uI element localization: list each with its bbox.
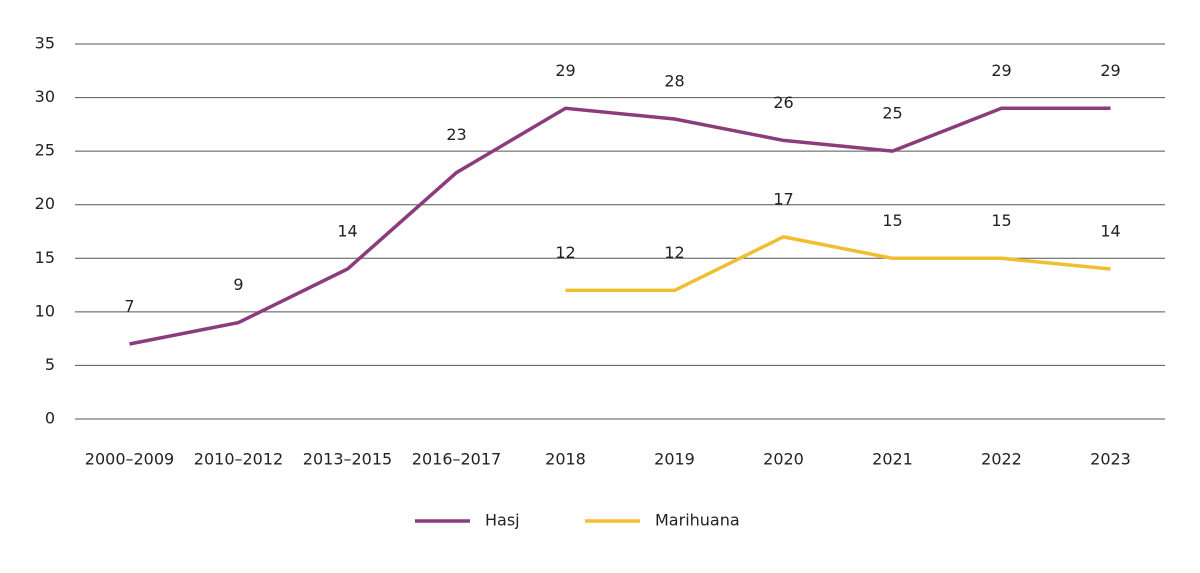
series-line bbox=[565, 235, 1111, 293]
x-tick-label: 2000–2009 bbox=[85, 450, 174, 469]
data-label: 29 bbox=[991, 61, 1011, 80]
x-tick-label: 2018 bbox=[545, 450, 586, 469]
legend-label: Marihuana bbox=[655, 511, 740, 530]
data-label: 28 bbox=[664, 72, 684, 91]
data-label: 12 bbox=[555, 243, 575, 262]
x-tick-label: 2021 bbox=[872, 450, 913, 469]
x-tick-label: 2022 bbox=[981, 450, 1022, 469]
data-label: 29 bbox=[555, 61, 575, 80]
y-tick-label: 30 bbox=[35, 87, 55, 106]
x-tick-label: 2019 bbox=[654, 450, 695, 469]
y-tick-label: 35 bbox=[35, 34, 55, 53]
x-tick-label: 2010–2012 bbox=[194, 450, 283, 469]
y-tick-label: 20 bbox=[35, 194, 55, 213]
y-tick-label: 25 bbox=[35, 141, 55, 160]
data-label: 29 bbox=[1100, 61, 1120, 80]
data-label: 12 bbox=[664, 243, 684, 262]
data-label: 15 bbox=[882, 211, 902, 230]
data-label: 26 bbox=[773, 93, 793, 112]
data-label: 23 bbox=[446, 125, 466, 144]
data-label: 9 bbox=[233, 275, 243, 294]
data-label: 25 bbox=[882, 104, 902, 123]
data-label: 14 bbox=[337, 222, 357, 241]
x-tick-label: 2023 bbox=[1090, 450, 1131, 469]
x-tick-label: 2016–2017 bbox=[412, 450, 501, 469]
y-tick-label: 10 bbox=[35, 301, 55, 320]
x-tick-label: 2013–2015 bbox=[303, 450, 392, 469]
y-tick-label: 15 bbox=[35, 248, 55, 267]
y-tick-label: 5 bbox=[45, 355, 55, 374]
data-label: 15 bbox=[991, 211, 1011, 230]
y-tick-label: 0 bbox=[45, 409, 55, 428]
legend-label: Hasj bbox=[485, 511, 520, 530]
x-tick-label: 2020 bbox=[763, 450, 804, 469]
data-label: 7 bbox=[124, 297, 134, 316]
series-line bbox=[129, 106, 1111, 346]
data-label: 17 bbox=[773, 189, 793, 208]
data-label: 14 bbox=[1100, 222, 1120, 241]
